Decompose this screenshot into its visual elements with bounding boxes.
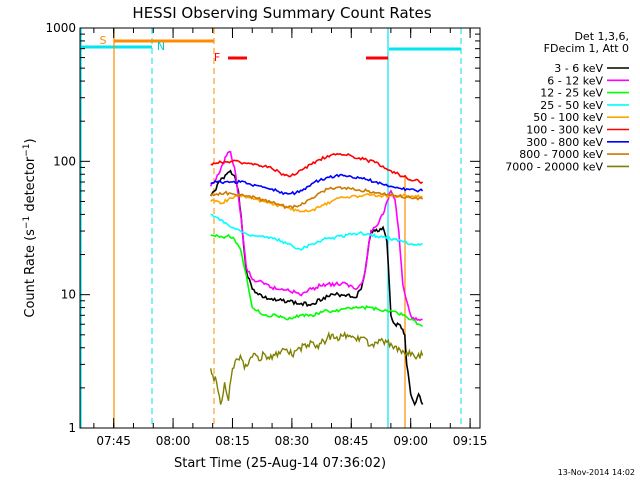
series-line <box>209 150 423 322</box>
marker-s: S <box>100 34 107 47</box>
legend-header-line1: Det 1,3,6, <box>574 30 629 43</box>
series-line <box>210 213 423 251</box>
y-axis-label: Count Rate (s−1 detector−1) <box>22 138 38 317</box>
series-line <box>210 330 424 405</box>
legend-entry-label: 3 - 6 keV <box>554 62 603 75</box>
axes: 1 10 100 1000 07:45 08:00 08:15 08:30 08:45 09:00… <box>45 21 487 448</box>
plot-frame <box>79 27 481 429</box>
series-line <box>210 186 424 210</box>
legend-entry-label: 12 - 25 keV <box>540 87 603 100</box>
legend-entry-label: 25 - 50 keV <box>540 99 603 112</box>
legend-entry-label: 50 - 100 keV <box>533 111 603 124</box>
x-tick-label: 09:00 <box>393 434 428 448</box>
legend-entry-label: 300 - 800 keV <box>526 136 603 149</box>
legend-entry-label: 7000 - 20000 keV <box>505 160 603 173</box>
x-axis-label: Start Time (25-Aug-14 07:36:02) <box>174 456 386 471</box>
series-line <box>210 173 424 196</box>
series-line <box>210 192 423 213</box>
legend-entry-label: 800 - 7000 keV <box>519 148 603 161</box>
marker-f: F <box>214 51 220 64</box>
footer-date: 13-Nov-2014 14:02 <box>558 468 635 477</box>
x-tick-label: 09:15 <box>453 434 488 448</box>
y-tick-label: 1000 <box>45 21 76 35</box>
marker-n: N <box>157 40 165 53</box>
legend-entry-label: 6 - 12 keV <box>547 74 603 87</box>
x-tick-label: 08:00 <box>156 434 191 448</box>
x-tick-label: 08:30 <box>275 434 310 448</box>
y-tick-label: 100 <box>53 154 76 168</box>
series-line <box>210 233 423 327</box>
y-tick-label: 1 <box>68 421 76 435</box>
x-tick-label: 07:45 <box>96 434 131 448</box>
series-line <box>210 152 424 185</box>
x-tick-label: 08:45 <box>334 434 369 448</box>
chart-title: HESSI Observing Summary Count Rates <box>132 4 431 22</box>
legend-entry-label: 100 - 300 keV <box>526 124 603 137</box>
legend-header-line2: FDecim 1, Att 0 <box>544 42 629 55</box>
y-tick-label: 10 <box>61 288 76 302</box>
plot-area: S N F <box>80 28 462 428</box>
x-tick-label: 08:15 <box>215 434 250 448</box>
